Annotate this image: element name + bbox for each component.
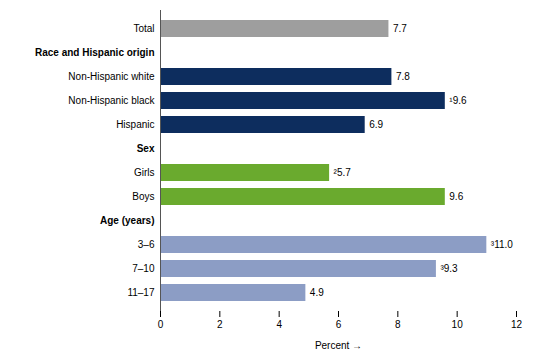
svg-text:6.9: 6.9 xyxy=(369,119,383,130)
svg-text:Percent →: Percent → xyxy=(315,340,362,351)
svg-text:Age (years): Age (years) xyxy=(100,215,154,226)
svg-text:3–6: 3–6 xyxy=(138,239,155,250)
svg-text:11–17: 11–17 xyxy=(127,287,155,298)
svg-text:6: 6 xyxy=(336,319,342,330)
svg-text:7–10: 7–10 xyxy=(132,263,155,274)
svg-text:10: 10 xyxy=(452,319,464,330)
svg-text:0: 0 xyxy=(158,319,164,330)
svg-text:³9.3: ³9.3 xyxy=(440,263,458,274)
svg-text:Race and Hispanic origin: Race and Hispanic origin xyxy=(35,47,154,58)
svg-text:Non-Hispanic black: Non-Hispanic black xyxy=(68,95,155,106)
svg-text:Sex: Sex xyxy=(137,143,155,154)
svg-text:Boys: Boys xyxy=(132,191,154,202)
svg-text:7.7: 7.7 xyxy=(393,23,407,34)
svg-text:³11.0: ³11.0 xyxy=(491,239,513,250)
svg-text:2: 2 xyxy=(217,319,223,330)
svg-text:12: 12 xyxy=(511,319,523,330)
svg-text:4.9: 4.9 xyxy=(310,287,324,298)
svg-text:9.6: 9.6 xyxy=(449,191,463,202)
svg-text:Hispanic: Hispanic xyxy=(116,119,154,130)
svg-text:8: 8 xyxy=(395,319,401,330)
svg-text:²5.7: ²5.7 xyxy=(334,167,352,178)
svg-text:¹9.6: ¹9.6 xyxy=(449,95,467,106)
svg-text:Girls: Girls xyxy=(134,167,155,178)
svg-text:4: 4 xyxy=(276,319,282,330)
svg-text:Total: Total xyxy=(133,23,154,34)
svg-text:7.8: 7.8 xyxy=(396,71,410,82)
svg-text:Non-Hispanic white: Non-Hispanic white xyxy=(68,71,155,82)
